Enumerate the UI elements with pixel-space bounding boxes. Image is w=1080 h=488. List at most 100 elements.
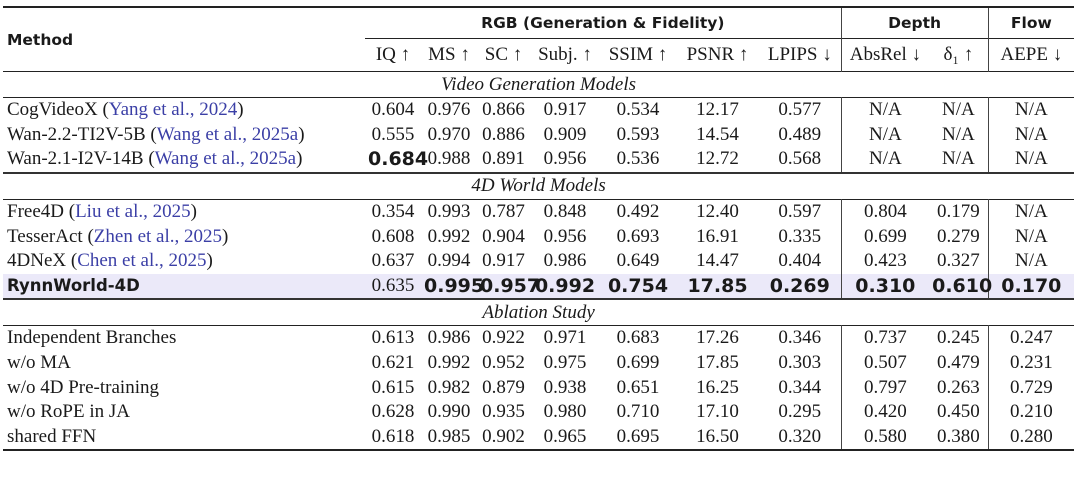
method-name: TesserAct xyxy=(7,225,83,247)
method-cell: TesserAct (Zhen et al., 2025) xyxy=(7,225,229,247)
table-row: Free4D (Liu et al., 2025) 0.354 0.993 0.787… xyxy=(3,199,1075,225)
value-cell: 0.848 xyxy=(543,201,587,223)
value-cell: 0.754 xyxy=(600,273,676,300)
value-cell: 0.976 xyxy=(427,99,471,121)
value-cell: 0.988 xyxy=(427,148,471,170)
value-cell: N/A xyxy=(840,147,930,173)
value-cell: N/A xyxy=(987,122,1075,148)
value-cell: 0.344 xyxy=(778,376,822,398)
table-row: w/o 4D Pre-training 0.615 0.982 0.879 0.938 0… xyxy=(3,375,1075,400)
value-cell: 0.295 xyxy=(778,401,822,423)
value-cell: 0.737 xyxy=(840,325,930,351)
citation-link[interactable]: Chen et al., 2025 xyxy=(77,250,207,272)
value-cell: N/A xyxy=(987,224,1075,249)
results-table-container: Method RGB (Generation & Fidelity) Depth… xyxy=(3,6,1075,451)
value-cell: 0.604 xyxy=(371,99,415,121)
value-cell: 0.699 xyxy=(840,224,930,249)
method-name: Wan-2.1-I2V-14B xyxy=(7,148,144,170)
value-cell: 0.980 xyxy=(543,401,587,423)
method-name: RynnWorld-4D xyxy=(7,275,140,295)
value-cell: 0.269 xyxy=(759,273,842,300)
section-header-row: Video Generation Models xyxy=(3,71,1075,98)
value-cell: 0.904 xyxy=(482,225,525,247)
method-name: 4DNeX xyxy=(7,250,67,272)
table-row: RynnWorld-4D 0.635 0.995 0.957 0.992 0.754 17.… xyxy=(3,273,1075,300)
value-cell: 0.922 xyxy=(482,327,525,349)
method-cell: RynnWorld-4D xyxy=(3,273,365,300)
value-cell: 0.993 xyxy=(427,201,471,223)
value-cell: 12.40 xyxy=(696,201,739,223)
value-cell: 0.597 xyxy=(778,201,822,223)
method-name: Free4D xyxy=(7,201,64,223)
value-cell: 0.610 xyxy=(929,273,992,300)
table-row: Independent Branches 0.613 0.986 0.922 0.971… xyxy=(3,325,1075,351)
value-cell: 0.787 xyxy=(482,201,525,223)
table-row: TesserAct (Zhen et al., 2025) 0.608 0.992 0… xyxy=(3,224,1075,249)
metric-header: IQ ↑ xyxy=(365,38,421,72)
metric-header: δ₁ ↑ xyxy=(929,38,989,72)
value-cell: 0.975 xyxy=(543,352,587,374)
value-cell: 0.986 xyxy=(427,327,471,349)
value-cell: 0.170 xyxy=(987,273,1075,300)
metric-header: LPIPS ↓ xyxy=(759,38,842,72)
header-group-row: Method RGB (Generation & Fidelity) Depth… xyxy=(3,7,1075,49)
value-cell: 0.992 xyxy=(427,225,471,247)
method-name: Independent Branches xyxy=(7,327,177,349)
citation-link[interactable]: Liu et al., 2025 xyxy=(75,201,191,223)
value-cell: 0.990 xyxy=(427,401,471,423)
citation-link[interactable]: Wang et al., 2025a xyxy=(156,123,299,145)
table-row: w/o MA 0.621 0.992 0.952 0.975 0.699 17.85 0.30… xyxy=(3,350,1075,376)
value-cell: 0.729 xyxy=(987,375,1075,400)
value-cell: 0.938 xyxy=(543,376,587,398)
table-row: Wan-2.1-I2V-14B (Wang et al., 2025a) 0.68… xyxy=(3,147,1075,173)
value-cell: N/A xyxy=(840,97,930,123)
metric-header: MS ↑ xyxy=(421,38,477,72)
value-cell: 0.710 xyxy=(616,401,660,423)
value-cell: 0.995 xyxy=(421,273,484,300)
value-cell: 17.10 xyxy=(696,401,739,423)
value-cell: 0.992 xyxy=(427,352,471,374)
value-cell: 0.492 xyxy=(616,201,660,223)
value-cell: 0.450 xyxy=(936,401,980,423)
citation-link[interactable]: Zhen et al., 2025 xyxy=(93,225,222,247)
table-row: 4DNeX (Chen et al., 2025) 0.637 0.994 0.917… xyxy=(3,248,1075,274)
value-cell: 0.231 xyxy=(987,350,1075,376)
method-cell: w/o 4D Pre-training xyxy=(3,375,365,400)
method-name: w/o RoPE in JA xyxy=(7,401,130,423)
value-cell: 0.346 xyxy=(778,327,822,349)
method-cell: w/o RoPE in JA xyxy=(3,400,365,425)
method-name: Wan-2.2-TI2V-5B xyxy=(7,123,146,145)
value-cell: N/A xyxy=(941,123,975,145)
results-table: Method RGB (Generation & Fidelity) Depth… xyxy=(3,6,1075,451)
method-cell: Independent Branches xyxy=(3,326,365,351)
value-cell: 0.891 xyxy=(482,148,525,170)
table-row: shared FFN 0.618 0.985 0.902 0.965 0.695 16.50… xyxy=(3,424,1075,451)
value-cell: N/A xyxy=(987,199,1075,225)
method-cell: Wan-2.2-TI2V-5B (Wang et al., 2025a) xyxy=(7,123,305,145)
value-cell: 0.420 xyxy=(840,399,930,425)
value-cell: 0.210 xyxy=(987,399,1075,425)
section-title: Ablation Study xyxy=(482,301,595,323)
value-cell: 0.479 xyxy=(936,352,980,374)
method-cell: Wan-2.1-I2V-14B (Wang et al., 2025a) xyxy=(7,148,303,170)
value-cell: 16.25 xyxy=(696,376,739,398)
table-row: Wan-2.2-TI2V-5B (Wang et al., 2025a) 0.55… xyxy=(3,122,1075,148)
value-cell: 0.534 xyxy=(616,99,660,121)
value-cell: 12.72 xyxy=(696,148,739,170)
value-cell: 0.952 xyxy=(482,352,525,374)
citation-link[interactable]: Yang et al., 2024 xyxy=(108,99,238,121)
value-cell: 0.179 xyxy=(936,201,980,223)
value-cell: 0.279 xyxy=(936,225,980,247)
value-cell: 0.327 xyxy=(936,250,980,272)
method-header: Method xyxy=(7,30,74,49)
value-cell: 0.423 xyxy=(840,248,930,274)
method-cell: 4DNeX (Chen et al., 2025) xyxy=(7,250,213,272)
value-cell: 0.956 xyxy=(543,225,587,247)
value-cell: 0.608 xyxy=(371,225,415,247)
value-cell: 0.917 xyxy=(482,250,525,272)
method-cell: w/o MA xyxy=(3,351,365,376)
value-cell: 17.85 xyxy=(676,273,759,300)
metric-header-row: IQ ↑ MS ↑ SC ↑ Subj. ↑ SSIM ↑ PSNR ↑ LPIPS ↓ Ab… xyxy=(3,38,1075,72)
citation-link[interactable]: Wang et al., 2025a xyxy=(154,148,297,170)
value-cell: 0.970 xyxy=(427,123,471,145)
